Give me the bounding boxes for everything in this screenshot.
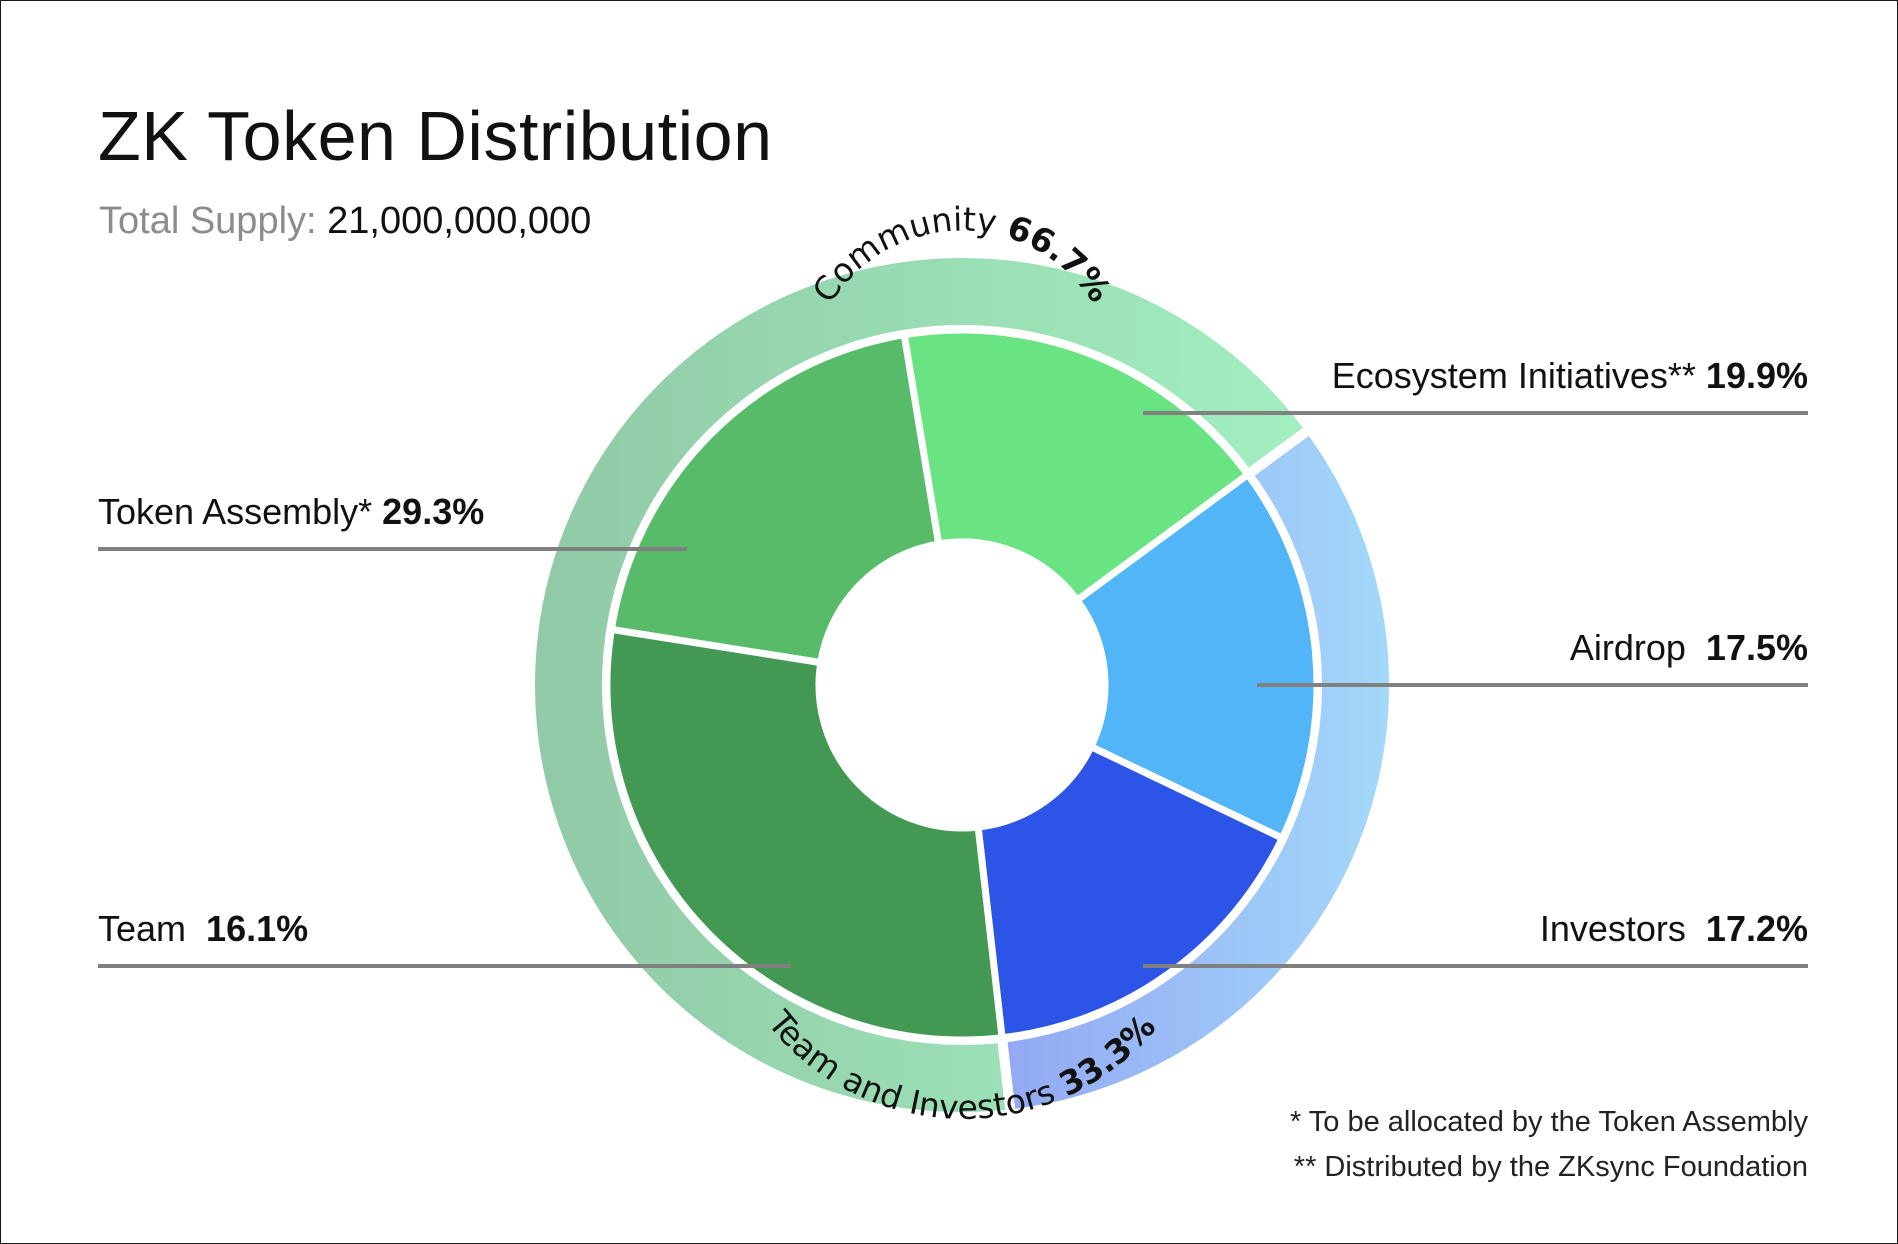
total-supply-value: 21,000,000,000	[327, 200, 592, 242]
total-supply: Total Supply: 21,000,000,000	[99, 200, 591, 243]
total-supply-label: Total Supply:	[99, 200, 317, 242]
inner-ring	[603, 326, 1321, 1044]
footnote-zksync-foundation: ** Distributed by the ZKsync Foundation	[1293, 1151, 1808, 1183]
label-team: Team 16.1%	[98, 908, 309, 949]
label-ecosystem-initiatives: Ecosystem Initiatives** 19.9%	[1331, 355, 1808, 396]
label-token-assembly: Token Assembly* 29.3%	[98, 491, 485, 532]
donut-hole	[819, 542, 1105, 828]
label-airdrop: Airdrop 17.5%	[1569, 627, 1808, 668]
label-investors: Investors 17.2%	[1539, 908, 1808, 949]
leader-lines	[98, 411, 1808, 968]
footnote-token-assembly: * To be allocated by the Token Assembly	[1289, 1106, 1808, 1138]
chart-title: ZK Token Distribution	[98, 97, 773, 175]
